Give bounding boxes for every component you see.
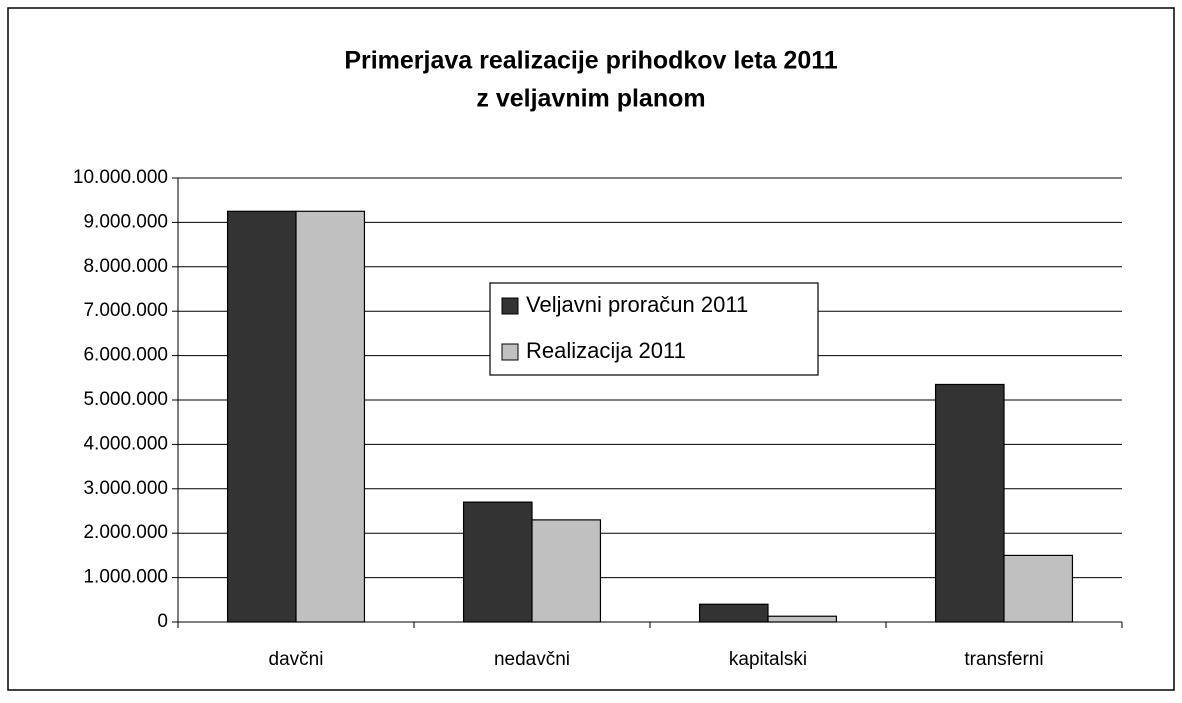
y-tick-label: 9.000.000 bbox=[83, 211, 168, 232]
y-tick-label: 3.000.000 bbox=[83, 478, 168, 499]
y-tick-label: 2.000.000 bbox=[83, 522, 168, 543]
bar bbox=[1003, 554, 1074, 623]
x-tick-label: kapitalski bbox=[729, 649, 807, 670]
legend-swatch bbox=[501, 343, 519, 361]
bar bbox=[295, 210, 366, 623]
y-tick-label: 7.000.000 bbox=[83, 300, 168, 321]
legend-swatch bbox=[501, 297, 519, 315]
y-tick-label: 8.000.000 bbox=[83, 256, 168, 277]
legend-label: Veljavni proračun 2011 bbox=[526, 292, 748, 317]
legend-box bbox=[489, 282, 819, 376]
chart-title: z veljavnim planom bbox=[476, 85, 705, 113]
bar bbox=[462, 501, 533, 623]
chart-title: Primerjava realizacije prihodkov leta 20… bbox=[344, 47, 837, 75]
bar bbox=[226, 210, 297, 623]
y-tick-label: 0 bbox=[157, 611, 168, 632]
y-tick-label: 6.000.000 bbox=[83, 345, 168, 366]
legend-label: Realizacija 2011 bbox=[526, 338, 686, 363]
x-tick-label: davčni bbox=[269, 649, 324, 670]
x-tick-label: transferni bbox=[964, 649, 1043, 670]
bar bbox=[934, 383, 1005, 623]
bar bbox=[698, 603, 769, 623]
y-tick-label: 5.000.000 bbox=[83, 389, 168, 410]
y-tick-label: 1.000.000 bbox=[83, 567, 168, 588]
bar bbox=[531, 519, 602, 623]
y-tick-label: 4.000.000 bbox=[83, 433, 168, 454]
x-tick-label: nedavčni bbox=[494, 649, 570, 670]
y-tick-label: 10.000.000 bbox=[73, 167, 168, 188]
bar bbox=[767, 615, 838, 623]
